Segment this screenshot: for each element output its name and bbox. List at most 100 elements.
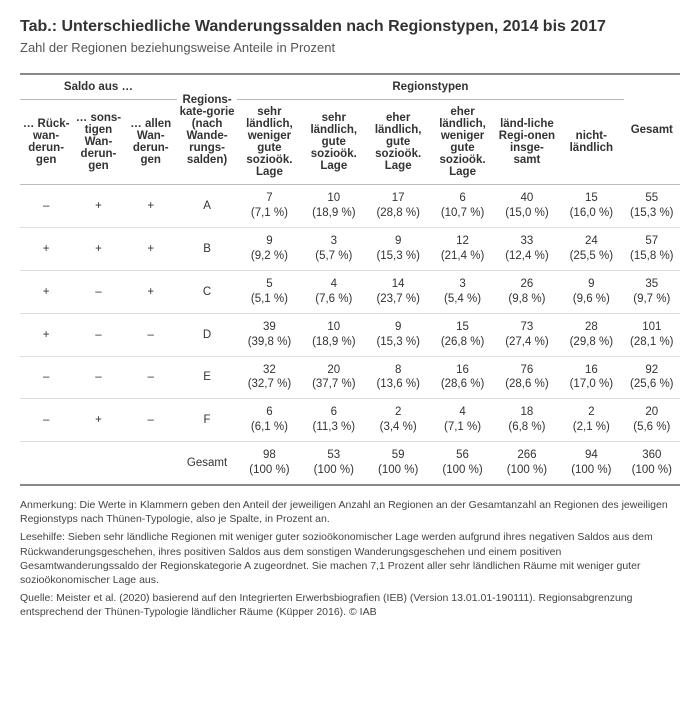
value-cell: 9(15,3 %)	[366, 313, 430, 356]
value-cell: 6(10,7 %)	[430, 185, 494, 228]
saldo-cell: –	[72, 356, 124, 399]
saldo-cell: –	[125, 356, 177, 399]
saldo-cell: –	[20, 399, 72, 442]
saldo-cell: +	[72, 227, 124, 270]
header-saldo-col: … sons-tigen Wan-derun-gen	[72, 100, 124, 185]
empty-cell	[72, 442, 124, 485]
value-cell: 3(5,7 %)	[302, 227, 366, 270]
saldo-cell: +	[20, 270, 72, 313]
footnote-lesehilfe: Lesehilfe: Sieben sehr ländliche Regione…	[20, 530, 680, 587]
value-cell: 7(7,1 %)	[237, 185, 301, 228]
totals-label: Gesamt	[177, 442, 237, 485]
value-cell: 73(27,4 %)	[495, 313, 559, 356]
empty-cell	[20, 442, 72, 485]
gesamt-cell: 55(15,3 %)	[624, 185, 680, 228]
value-cell: 28(29,8 %)	[559, 313, 623, 356]
saldo-cell: +	[20, 313, 72, 356]
kategorie-cell: E	[177, 356, 237, 399]
value-cell: 32(32,7 %)	[237, 356, 301, 399]
total-cell: 94(100 %)	[559, 442, 623, 485]
value-cell: 9(9,6 %)	[559, 270, 623, 313]
gesamt-cell: 57(15,8 %)	[624, 227, 680, 270]
saldo-cell: +	[72, 399, 124, 442]
gesamt-cell: 101(28,1 %)	[624, 313, 680, 356]
table-subtitle: Zahl der Regionen beziehungsweise Anteil…	[20, 40, 680, 55]
saldo-cell: +	[125, 227, 177, 270]
value-cell: 6(11,3 %)	[302, 399, 366, 442]
total-cell: 59(100 %)	[366, 442, 430, 485]
footnotes: Anmerkung: Die Werte in Klammern geben d…	[20, 498, 680, 619]
value-cell: 26(9,8 %)	[495, 270, 559, 313]
value-cell: 6(6,1 %)	[237, 399, 301, 442]
value-cell: 9(9,2 %)	[237, 227, 301, 270]
value-cell: 12(21,4 %)	[430, 227, 494, 270]
value-cell: 33(12,4 %)	[495, 227, 559, 270]
value-cell: 17(28,8 %)	[366, 185, 430, 228]
table-row: –––E32(32,7 %)20(37,7 %)8(13,6 %)16(28,6…	[20, 356, 680, 399]
kategorie-cell: F	[177, 399, 237, 442]
header-regionstypen-group: Regionstypen	[237, 74, 623, 100]
header-krit: Regions-kate-gorie (nach Wande-rungs-sal…	[177, 74, 237, 185]
value-cell: 18(6,8 %)	[495, 399, 559, 442]
table-row: –+–F6(6,1 %)6(11,3 %)2(3,4 %)4(7,1 %)18(…	[20, 399, 680, 442]
table-row: –++A7(7,1 %)10(18,9 %)17(28,8 %)6(10,7 %…	[20, 185, 680, 228]
footnote-anmerkung: Anmerkung: Die Werte in Klammern geben d…	[20, 498, 680, 526]
saldo-cell: +	[20, 227, 72, 270]
value-cell: 2(3,4 %)	[366, 399, 430, 442]
value-cell: 16(28,6 %)	[430, 356, 494, 399]
table-row: +–+C5(5,1 %)4(7,6 %)14(23,7 %)3(5,4 %)26…	[20, 270, 680, 313]
header-saldo-col: … allen Wan-derun-gen	[125, 100, 177, 185]
value-cell: 20(37,7 %)	[302, 356, 366, 399]
gesamt-cell: 92(25,6 %)	[624, 356, 680, 399]
empty-cell	[125, 442, 177, 485]
footnote-quelle: Quelle: Meister et al. (2020) basierend …	[20, 591, 680, 619]
total-cell: 56(100 %)	[430, 442, 494, 485]
value-cell: 2(2,1 %)	[559, 399, 623, 442]
value-cell: 5(5,1 %)	[237, 270, 301, 313]
value-cell: 76(28,6 %)	[495, 356, 559, 399]
header-regionstyp-col: sehr ländlich, weniger gute sozioök. Lag…	[237, 100, 301, 185]
table-row: +––D39(39,8 %)10(18,9 %)9(15,3 %)15(26,8…	[20, 313, 680, 356]
kategorie-cell: A	[177, 185, 237, 228]
value-cell: 3(5,4 %)	[430, 270, 494, 313]
total-cell: 266(100 %)	[495, 442, 559, 485]
saldo-cell: +	[72, 185, 124, 228]
data-table: Saldo aus … Regions-kate-gorie (nach Wan…	[20, 73, 680, 486]
kategorie-cell: D	[177, 313, 237, 356]
value-cell: 14(23,7 %)	[366, 270, 430, 313]
value-cell: 39(39,8 %)	[237, 313, 301, 356]
header-regionstyp-col: nicht-ländlich	[559, 100, 623, 185]
header-saldo-col: … Rück-wan-derun-gen	[20, 100, 72, 185]
value-cell: 24(25,5 %)	[559, 227, 623, 270]
saldo-cell: –	[20, 356, 72, 399]
header-saldo-group: Saldo aus …	[20, 74, 177, 100]
kategorie-cell: C	[177, 270, 237, 313]
gesamt-cell: 20(5,6 %)	[624, 399, 680, 442]
grand-total-cell: 360(100 %)	[624, 442, 680, 485]
header-regionstyp-col: eher ländlich, gute sozioök. Lage	[366, 100, 430, 185]
value-cell: 15(16,0 %)	[559, 185, 623, 228]
value-cell: 4(7,6 %)	[302, 270, 366, 313]
value-cell: 15(26,8 %)	[430, 313, 494, 356]
header-regionstyp-col: eher ländlich, weniger gute sozioök. Lag…	[430, 100, 494, 185]
saldo-cell: –	[20, 185, 72, 228]
saldo-cell: –	[72, 270, 124, 313]
value-cell: 10(18,9 %)	[302, 313, 366, 356]
total-cell: 98(100 %)	[237, 442, 301, 485]
saldo-cell: –	[72, 313, 124, 356]
table-row: +++B9(9,2 %)3(5,7 %)9(15,3 %)12(21,4 %)3…	[20, 227, 680, 270]
saldo-cell: –	[125, 313, 177, 356]
header-regionstyp-col: länd-liche Regi-onen insge-samt	[495, 100, 559, 185]
value-cell: 9(15,3 %)	[366, 227, 430, 270]
value-cell: 4(7,1 %)	[430, 399, 494, 442]
header-regionstyp-col: sehr ländlich, gute sozioök. Lage	[302, 100, 366, 185]
header-gesamt: Gesamt	[624, 74, 680, 185]
gesamt-cell: 35(9,7 %)	[624, 270, 680, 313]
saldo-cell: –	[125, 399, 177, 442]
total-cell: 53(100 %)	[302, 442, 366, 485]
kategorie-cell: B	[177, 227, 237, 270]
totals-row: Gesamt98(100 %)53(100 %)59(100 %)56(100 …	[20, 442, 680, 485]
saldo-cell: +	[125, 270, 177, 313]
value-cell: 10(18,9 %)	[302, 185, 366, 228]
table-title: Tab.: Unterschiedliche Wanderungssalden …	[20, 18, 680, 36]
